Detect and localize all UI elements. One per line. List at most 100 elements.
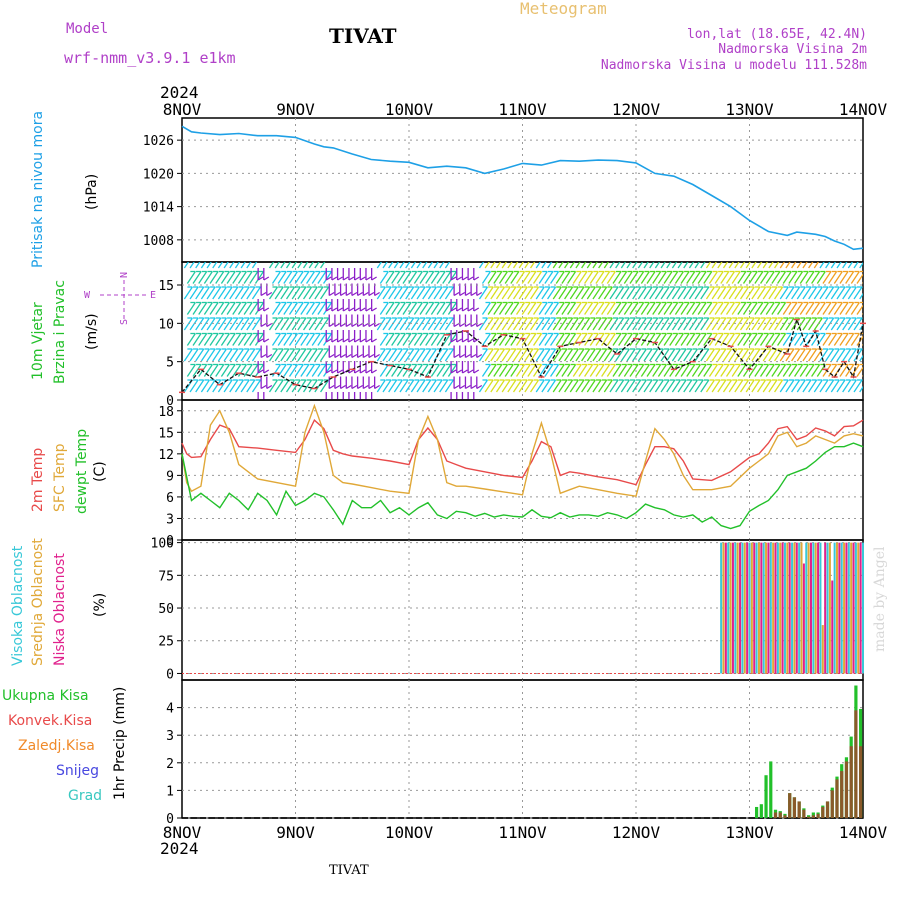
wind-barb [254,333,265,346]
wind-barb [198,302,208,315]
wind-barb-flag [345,291,352,297]
temperature-panel: 0 3 6 9 12 15 18 [158,399,864,549]
wind-barb [754,302,764,315]
wind-barb-flag [348,338,355,343]
wind-barb [226,302,236,315]
precip-conv-bar [807,816,811,818]
wind-barb-flag [325,307,332,312]
wind-barb [842,379,852,393]
wind-barb [683,348,693,362]
wind-barb [572,364,582,377]
wind-barb [700,348,710,362]
wind-barb [504,333,514,346]
wind-barb [198,333,208,346]
wind-barb [728,262,734,269]
wind-barb [802,262,808,269]
wind-barb [515,364,526,377]
wind-barb-flag [473,369,480,374]
wind-barb [745,379,755,393]
wind-barb [541,348,551,362]
wind-barb [609,317,619,331]
wind-barb [663,302,673,315]
wind-barb-flag [371,276,377,281]
wind-barb [544,364,554,377]
credit-text: made by Angel [872,546,888,652]
wind-barb [686,302,696,315]
wind-barb [425,302,435,315]
precip-conv-bar [849,746,853,818]
wind-barb [314,317,324,331]
wind-barb [305,302,316,315]
wind-barb [626,379,636,393]
wind-barb [748,271,758,284]
wind-barb [305,364,316,377]
wind-barb [240,348,250,362]
wind-barb [268,317,279,331]
wind-barb [200,379,210,393]
wind-barb [643,348,653,362]
wind-barb [220,271,230,284]
wind-barb-flag [365,307,372,312]
wind-barb [742,333,753,346]
wind-barb [226,364,236,377]
wind-barb-flag [453,353,460,359]
wind-barb-flag [343,401,348,404]
wind-barb [413,364,423,377]
wind-barb [640,364,650,377]
wind-barb [223,286,233,300]
wind-barb-flag [462,369,468,374]
wind-barb [200,348,210,362]
wind-barb [595,302,605,315]
wind-barb [212,286,222,300]
wind-barb [683,379,693,393]
wind-barb [711,317,721,331]
wind-barb [705,317,716,331]
wind-barb [215,271,225,284]
wind-barb [649,379,659,393]
wind-barb [308,348,318,362]
wind-barb-flag [357,384,363,390]
precip-conv-bar [778,812,782,818]
wind-barb [430,333,440,346]
wind-barb-flag [266,384,273,390]
wind-barb [700,262,706,269]
wind-barb-flag [342,307,349,312]
bottom-time-label: 10NOV [385,823,434,842]
wind-barb-flag [325,338,332,343]
wind-barb [623,271,633,284]
wind-panel: 0 5 10 15 [158,261,866,409]
wind-barb [280,348,290,362]
wind-barb [186,302,196,315]
wind-barb [785,379,795,393]
wind-barb [300,333,310,346]
wind-barb [552,379,562,393]
wind-barb [393,262,400,269]
wind-barb [305,271,316,284]
wind-barb [859,292,863,300]
wind-barb [589,302,599,315]
wind-barb [410,262,417,269]
wind-barb [725,364,736,377]
wind-barb [232,271,242,284]
wind-barb [294,302,304,315]
wind-barb [620,262,627,269]
wind-barb-flag [360,401,365,404]
wind-barb [515,333,526,346]
wind-barb [388,379,398,393]
wind-barb [643,379,653,393]
wind-barb [399,286,409,300]
pressure-tick-label: 1020 [143,167,174,182]
wind-barb [291,317,301,331]
wind-barb [510,271,520,284]
wind-barb [731,302,741,315]
wind-barb [646,364,656,377]
wind-barb [581,348,591,362]
wind-barb [251,348,262,362]
wind-barb-flag [359,307,366,312]
wind-barb [677,262,683,269]
wind-barb-flag [257,276,264,281]
wind-barb [274,262,280,269]
wind-barb [830,348,840,362]
wind-barb [680,302,690,315]
wind-barb [643,262,649,269]
